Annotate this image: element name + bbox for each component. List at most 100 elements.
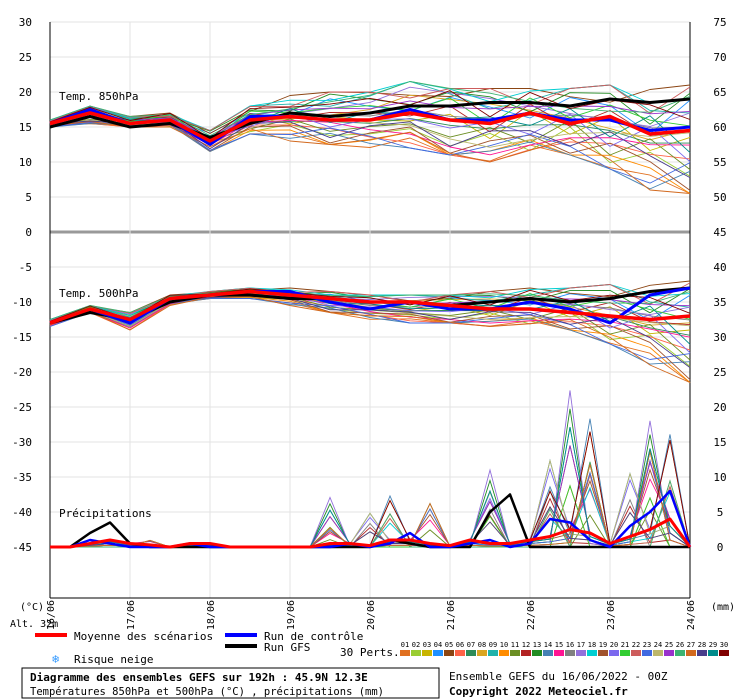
t500-member-15	[49, 293, 691, 338]
x-tick-label: 18/06	[206, 600, 217, 630]
pert-number: 24	[654, 641, 662, 649]
left-tick-label: 10	[19, 156, 32, 169]
pert-swatch	[653, 650, 663, 656]
altitude-label: Alt. 32m	[10, 619, 58, 630]
pert-number: 04	[434, 641, 442, 649]
pert-legend: 01 02 03 04 05 06 07 08 09 10 11 12 13 14 15 16 17 18 19 20…	[400, 641, 729, 656]
chart-subtitle: Températures 850hPa et 500hPa (°C) , pré…	[30, 686, 384, 698]
pert-number: 01	[401, 641, 409, 649]
pert-number: 13	[533, 641, 541, 649]
pert-swatch	[499, 650, 509, 656]
title-box	[21, 667, 440, 699]
pert-number: 09	[489, 641, 497, 649]
pert-swatch	[675, 650, 685, 656]
legend-gfs-swatch	[225, 644, 257, 648]
legend-perts-label: 30 Perts.	[340, 646, 400, 659]
t850-member-5	[49, 84, 691, 134]
pert-number: 29	[709, 641, 717, 649]
pert-swatch	[554, 650, 564, 656]
right-tick-label: 25	[713, 366, 726, 379]
chart-title: Diagramme des ensembles GEFS sur 192h : …	[30, 671, 368, 684]
right-tick-label: 15	[713, 436, 726, 449]
t850-mean-line	[49, 111, 691, 143]
pert-swatch	[521, 650, 531, 656]
panel-label-precip: Précipitations	[59, 507, 152, 520]
pert-number: 25	[665, 641, 673, 649]
pert-swatch	[532, 650, 542, 656]
right-tick-label: 35	[713, 296, 726, 309]
left-tick-label: -45	[12, 541, 32, 554]
x-tick-label: 19/06	[286, 600, 297, 630]
right-tick-label: 30	[713, 331, 726, 344]
pert-number: 18	[588, 641, 596, 649]
t850-gfs-line	[49, 97, 691, 139]
legend-control-swatch	[225, 633, 257, 637]
pert-number: 11	[511, 641, 519, 649]
t850-member-21	[49, 97, 691, 141]
legend-control-label: Run de contrôle	[264, 630, 363, 643]
legend-gfs-label: Run GFS	[264, 641, 310, 654]
right-tick-label: 5	[717, 506, 724, 519]
right-tick-label: 60	[713, 121, 726, 134]
t850-member-4	[49, 96, 691, 135]
pert-swatch	[488, 650, 498, 656]
left-axis-unit: (°C)	[20, 602, 44, 613]
pert-number: 15	[555, 641, 563, 649]
left-tick-label: -30	[12, 436, 32, 449]
right-tick-label: 10	[713, 471, 726, 484]
right-tick-label: 70	[713, 51, 726, 64]
pert-swatch	[686, 650, 696, 656]
right-tick-label: 55	[713, 156, 726, 169]
left-tick-label: -35	[12, 471, 32, 484]
panel-label-t500: Temp. 500hPa	[59, 287, 138, 300]
pert-swatch	[466, 650, 476, 656]
legend-snow-label: Risque neige	[74, 653, 153, 666]
t500-member-30	[49, 288, 691, 322]
left-tick-label: -15	[12, 331, 32, 344]
right-tick-label: 75	[713, 16, 726, 29]
pert-swatch	[411, 650, 421, 656]
right-tick-label: 20	[713, 401, 726, 414]
pert-swatch	[631, 650, 641, 656]
pert-number: 08	[478, 641, 486, 649]
t850-member-26	[49, 81, 691, 137]
pert-swatch	[477, 650, 487, 656]
pert-swatch	[565, 650, 575, 656]
pert-number: 03	[423, 641, 431, 649]
pert-swatch	[598, 650, 608, 656]
pert-swatch	[444, 650, 454, 656]
legend-mean-swatch	[35, 633, 67, 637]
pert-number: 21	[621, 641, 629, 649]
t850-member-13	[49, 91, 691, 132]
t850-member-27	[49, 121, 691, 194]
left-tick-label: 25	[19, 51, 32, 64]
x-tick-label: 24/06	[686, 600, 697, 630]
left-tick-label: 15	[19, 121, 32, 134]
left-tick-label: -25	[12, 401, 32, 414]
pert-number: 17	[577, 641, 585, 649]
pert-swatch	[719, 650, 729, 656]
precip-mean-line	[50, 517, 692, 549]
right-tick-label: 0	[717, 541, 724, 554]
left-tick-label: -10	[12, 296, 32, 309]
x-tick-label: 23/06	[606, 600, 617, 630]
pert-swatch	[455, 650, 465, 656]
pert-number: 02	[412, 641, 420, 649]
left-tick-label: 0	[25, 226, 32, 239]
pert-swatch	[587, 650, 597, 656]
footer-copyright: Copyright 2022 Meteociel.fr	[449, 685, 628, 698]
pert-number: 14	[544, 641, 552, 649]
x-tick-label: 21/06	[446, 600, 457, 630]
right-axis-unit: (mm)	[711, 602, 735, 613]
x-tick-label: 16/06	[46, 600, 57, 630]
pert-number: 06	[456, 641, 464, 649]
t850-member-19	[49, 121, 691, 191]
panel-label-t850: Temp. 850hPa	[59, 90, 138, 103]
pert-number: 10	[500, 641, 508, 649]
left-tick-label: 20	[19, 86, 32, 99]
pert-number: 23	[643, 641, 651, 649]
pert-number: 26	[676, 641, 684, 649]
pert-number: 20	[610, 641, 618, 649]
pert-number: 07	[467, 641, 475, 649]
left-tick-label: 5	[25, 191, 32, 204]
